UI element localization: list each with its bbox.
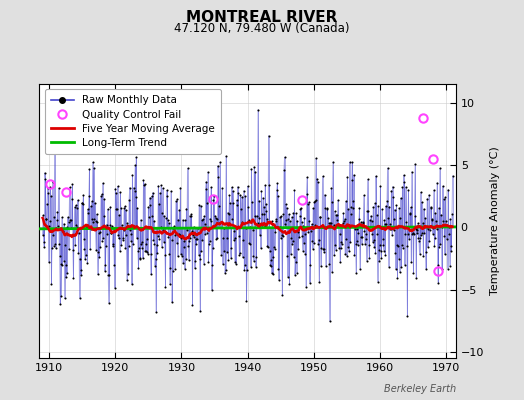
Y-axis label: Temperature Anomaly (°C): Temperature Anomaly (°C) xyxy=(489,147,500,295)
Text: Berkeley Earth: Berkeley Earth xyxy=(384,384,456,394)
Text: MONTREAL RIVER: MONTREAL RIVER xyxy=(187,10,337,25)
Legend: Raw Monthly Data, Quality Control Fail, Five Year Moving Average, Long-Term Tren: Raw Monthly Data, Quality Control Fail, … xyxy=(45,89,221,154)
Text: 47.120 N, 79.480 W (Canada): 47.120 N, 79.480 W (Canada) xyxy=(174,22,350,35)
